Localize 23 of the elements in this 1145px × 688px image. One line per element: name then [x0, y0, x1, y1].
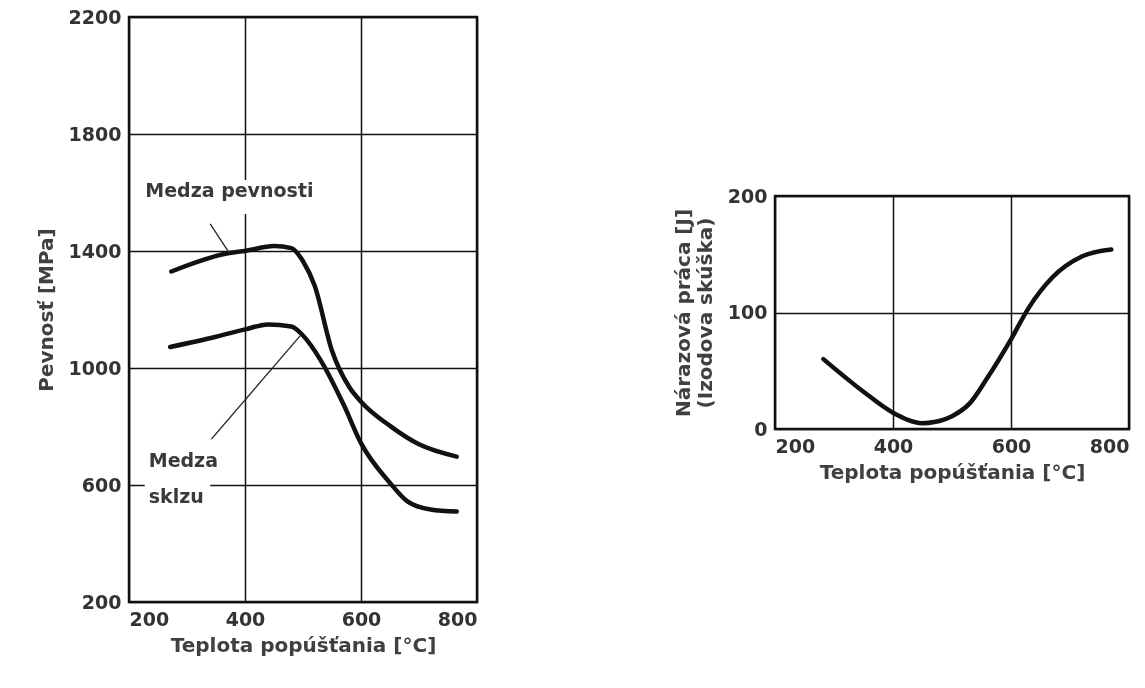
- y-tick-label: 1000: [68, 356, 122, 379]
- y-tick-label: 200: [81, 590, 122, 613]
- x-tick-label: 600: [341, 607, 382, 630]
- annotation: Medza pevnosti: [145, 178, 314, 201]
- y-axis-title: Pevnosť [MPa]: [33, 228, 58, 392]
- y-tick-label: 0: [754, 417, 768, 440]
- x-tick-label: 400: [873, 434, 914, 457]
- y-tick-label: 200: [727, 184, 768, 207]
- x-tick-label: 600: [991, 434, 1032, 457]
- x-tick-label: 400: [225, 607, 266, 630]
- y-axis-title: Nárazová práca [J] (Izodova skúška): [670, 208, 717, 418]
- x-tick-label: 800: [437, 607, 478, 630]
- y-tick-label: 1400: [68, 239, 122, 262]
- y-tick-label: 100: [727, 301, 768, 323]
- x-tick-label: 800: [1089, 434, 1130, 457]
- annotation: Medza sklzu: [148, 448, 218, 507]
- y-tick-label: 1800: [68, 122, 122, 145]
- x-axis-title: Teplota popúšťania [°C]: [819, 459, 1086, 484]
- x-axis-title: Teplota popúšťania [°C]: [170, 632, 437, 657]
- x-tick-label: 200: [129, 607, 170, 630]
- x-tick-label: 200: [775, 434, 816, 457]
- y-tick-label: 600: [81, 473, 122, 496]
- y-tick-label: 2200: [68, 5, 122, 28]
